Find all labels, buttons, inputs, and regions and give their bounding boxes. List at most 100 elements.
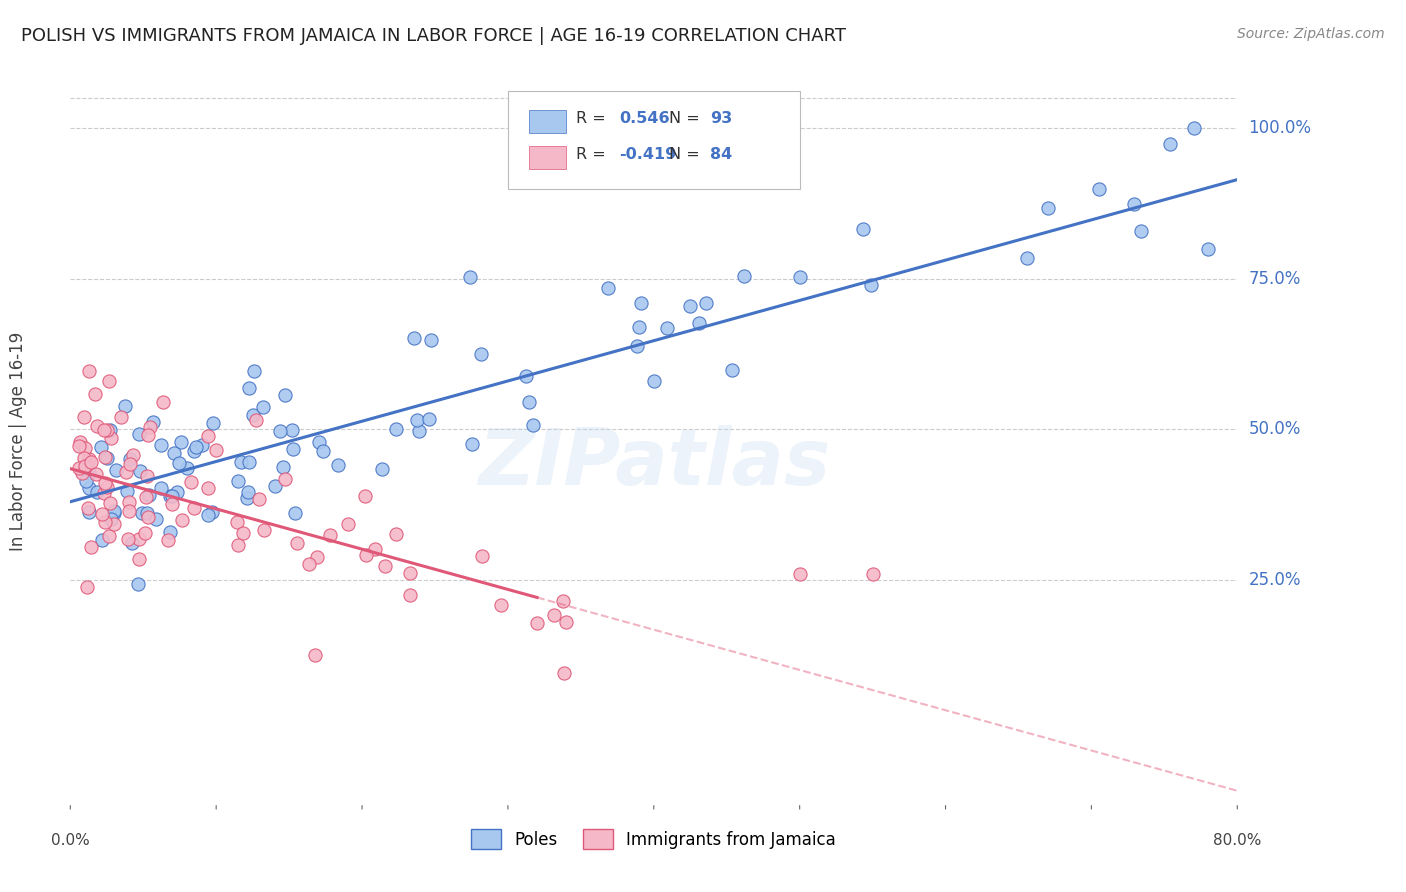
Point bbox=[197, 481, 219, 495]
Point bbox=[160, 497, 183, 511]
Point bbox=[399, 588, 422, 602]
Point bbox=[157, 533, 180, 547]
Point bbox=[789, 567, 811, 582]
Point bbox=[197, 429, 219, 443]
Point bbox=[626, 339, 648, 353]
Point bbox=[353, 489, 375, 503]
Text: 93: 93 bbox=[710, 112, 733, 126]
Point bbox=[127, 577, 149, 591]
Point bbox=[86, 484, 108, 499]
Text: Source: ZipAtlas.com: Source: ZipAtlas.com bbox=[1237, 27, 1385, 41]
Point bbox=[97, 375, 120, 389]
Point bbox=[96, 423, 118, 437]
FancyBboxPatch shape bbox=[529, 146, 567, 169]
Point bbox=[551, 594, 574, 608]
Point bbox=[184, 440, 207, 454]
Point bbox=[630, 296, 652, 310]
Point bbox=[115, 465, 138, 479]
Point bbox=[860, 277, 883, 292]
Point bbox=[1122, 197, 1144, 211]
Point bbox=[232, 525, 254, 540]
Point bbox=[183, 501, 205, 516]
Point bbox=[374, 559, 396, 574]
Point bbox=[115, 483, 138, 498]
Text: R =: R = bbox=[575, 112, 610, 126]
Point bbox=[384, 422, 406, 436]
Point bbox=[420, 333, 443, 347]
Point bbox=[152, 395, 174, 409]
Point bbox=[94, 515, 117, 529]
Point bbox=[110, 410, 132, 425]
Point bbox=[229, 455, 252, 469]
Point bbox=[271, 459, 294, 474]
Point bbox=[515, 368, 537, 383]
Point bbox=[274, 387, 297, 401]
Point bbox=[1159, 136, 1181, 151]
Point bbox=[298, 558, 321, 572]
Point bbox=[86, 419, 108, 434]
Point bbox=[1197, 243, 1219, 257]
FancyBboxPatch shape bbox=[529, 110, 567, 133]
Point bbox=[94, 450, 117, 464]
Point bbox=[733, 268, 755, 283]
Point bbox=[491, 599, 513, 613]
Point bbox=[120, 457, 142, 471]
Point bbox=[76, 458, 98, 473]
Point bbox=[471, 549, 494, 563]
Point bbox=[96, 451, 118, 466]
Point bbox=[134, 526, 156, 541]
Point bbox=[695, 295, 717, 310]
Text: 84: 84 bbox=[710, 147, 733, 162]
Point bbox=[118, 504, 141, 518]
Point bbox=[319, 528, 342, 542]
Point bbox=[176, 461, 198, 475]
Point bbox=[90, 440, 112, 454]
Point bbox=[70, 467, 93, 481]
Point bbox=[121, 536, 143, 550]
Point bbox=[114, 399, 136, 413]
Point bbox=[370, 461, 392, 475]
Point bbox=[852, 221, 875, 235]
Point bbox=[1017, 252, 1039, 266]
Point bbox=[337, 516, 360, 531]
Point bbox=[305, 549, 328, 564]
Point bbox=[1182, 121, 1205, 136]
Text: 80.0%: 80.0% bbox=[1213, 833, 1261, 848]
Point bbox=[136, 428, 159, 442]
Point bbox=[83, 387, 105, 401]
Point bbox=[73, 410, 96, 425]
Point bbox=[283, 442, 305, 456]
Point bbox=[73, 450, 96, 465]
Point bbox=[364, 542, 387, 557]
Point bbox=[679, 299, 702, 313]
Point bbox=[226, 538, 249, 552]
Point bbox=[252, 400, 274, 414]
Point bbox=[90, 533, 112, 547]
Point bbox=[526, 616, 548, 631]
Point bbox=[553, 666, 575, 681]
Point bbox=[643, 374, 665, 388]
Point bbox=[77, 466, 100, 480]
Text: 0.546: 0.546 bbox=[619, 112, 669, 126]
Point bbox=[159, 524, 181, 539]
Point bbox=[555, 615, 578, 630]
Point bbox=[79, 505, 101, 519]
Point bbox=[117, 532, 139, 546]
Point bbox=[1036, 202, 1059, 216]
Point bbox=[627, 320, 650, 334]
Point bbox=[135, 491, 157, 505]
Text: ZIPatlas: ZIPatlas bbox=[478, 425, 830, 501]
Point bbox=[460, 437, 482, 451]
Point bbox=[1088, 182, 1111, 196]
Point bbox=[311, 443, 333, 458]
Point bbox=[128, 427, 150, 442]
Point bbox=[354, 548, 377, 562]
Point bbox=[98, 529, 121, 543]
Text: 100.0%: 100.0% bbox=[1249, 120, 1312, 137]
Text: In Labor Force | Age 16-19: In Labor Force | Age 16-19 bbox=[8, 332, 27, 551]
Point bbox=[67, 460, 90, 475]
Point bbox=[238, 381, 260, 395]
Text: 75.0%: 75.0% bbox=[1249, 270, 1301, 288]
Point bbox=[142, 415, 165, 429]
Point bbox=[167, 456, 190, 470]
